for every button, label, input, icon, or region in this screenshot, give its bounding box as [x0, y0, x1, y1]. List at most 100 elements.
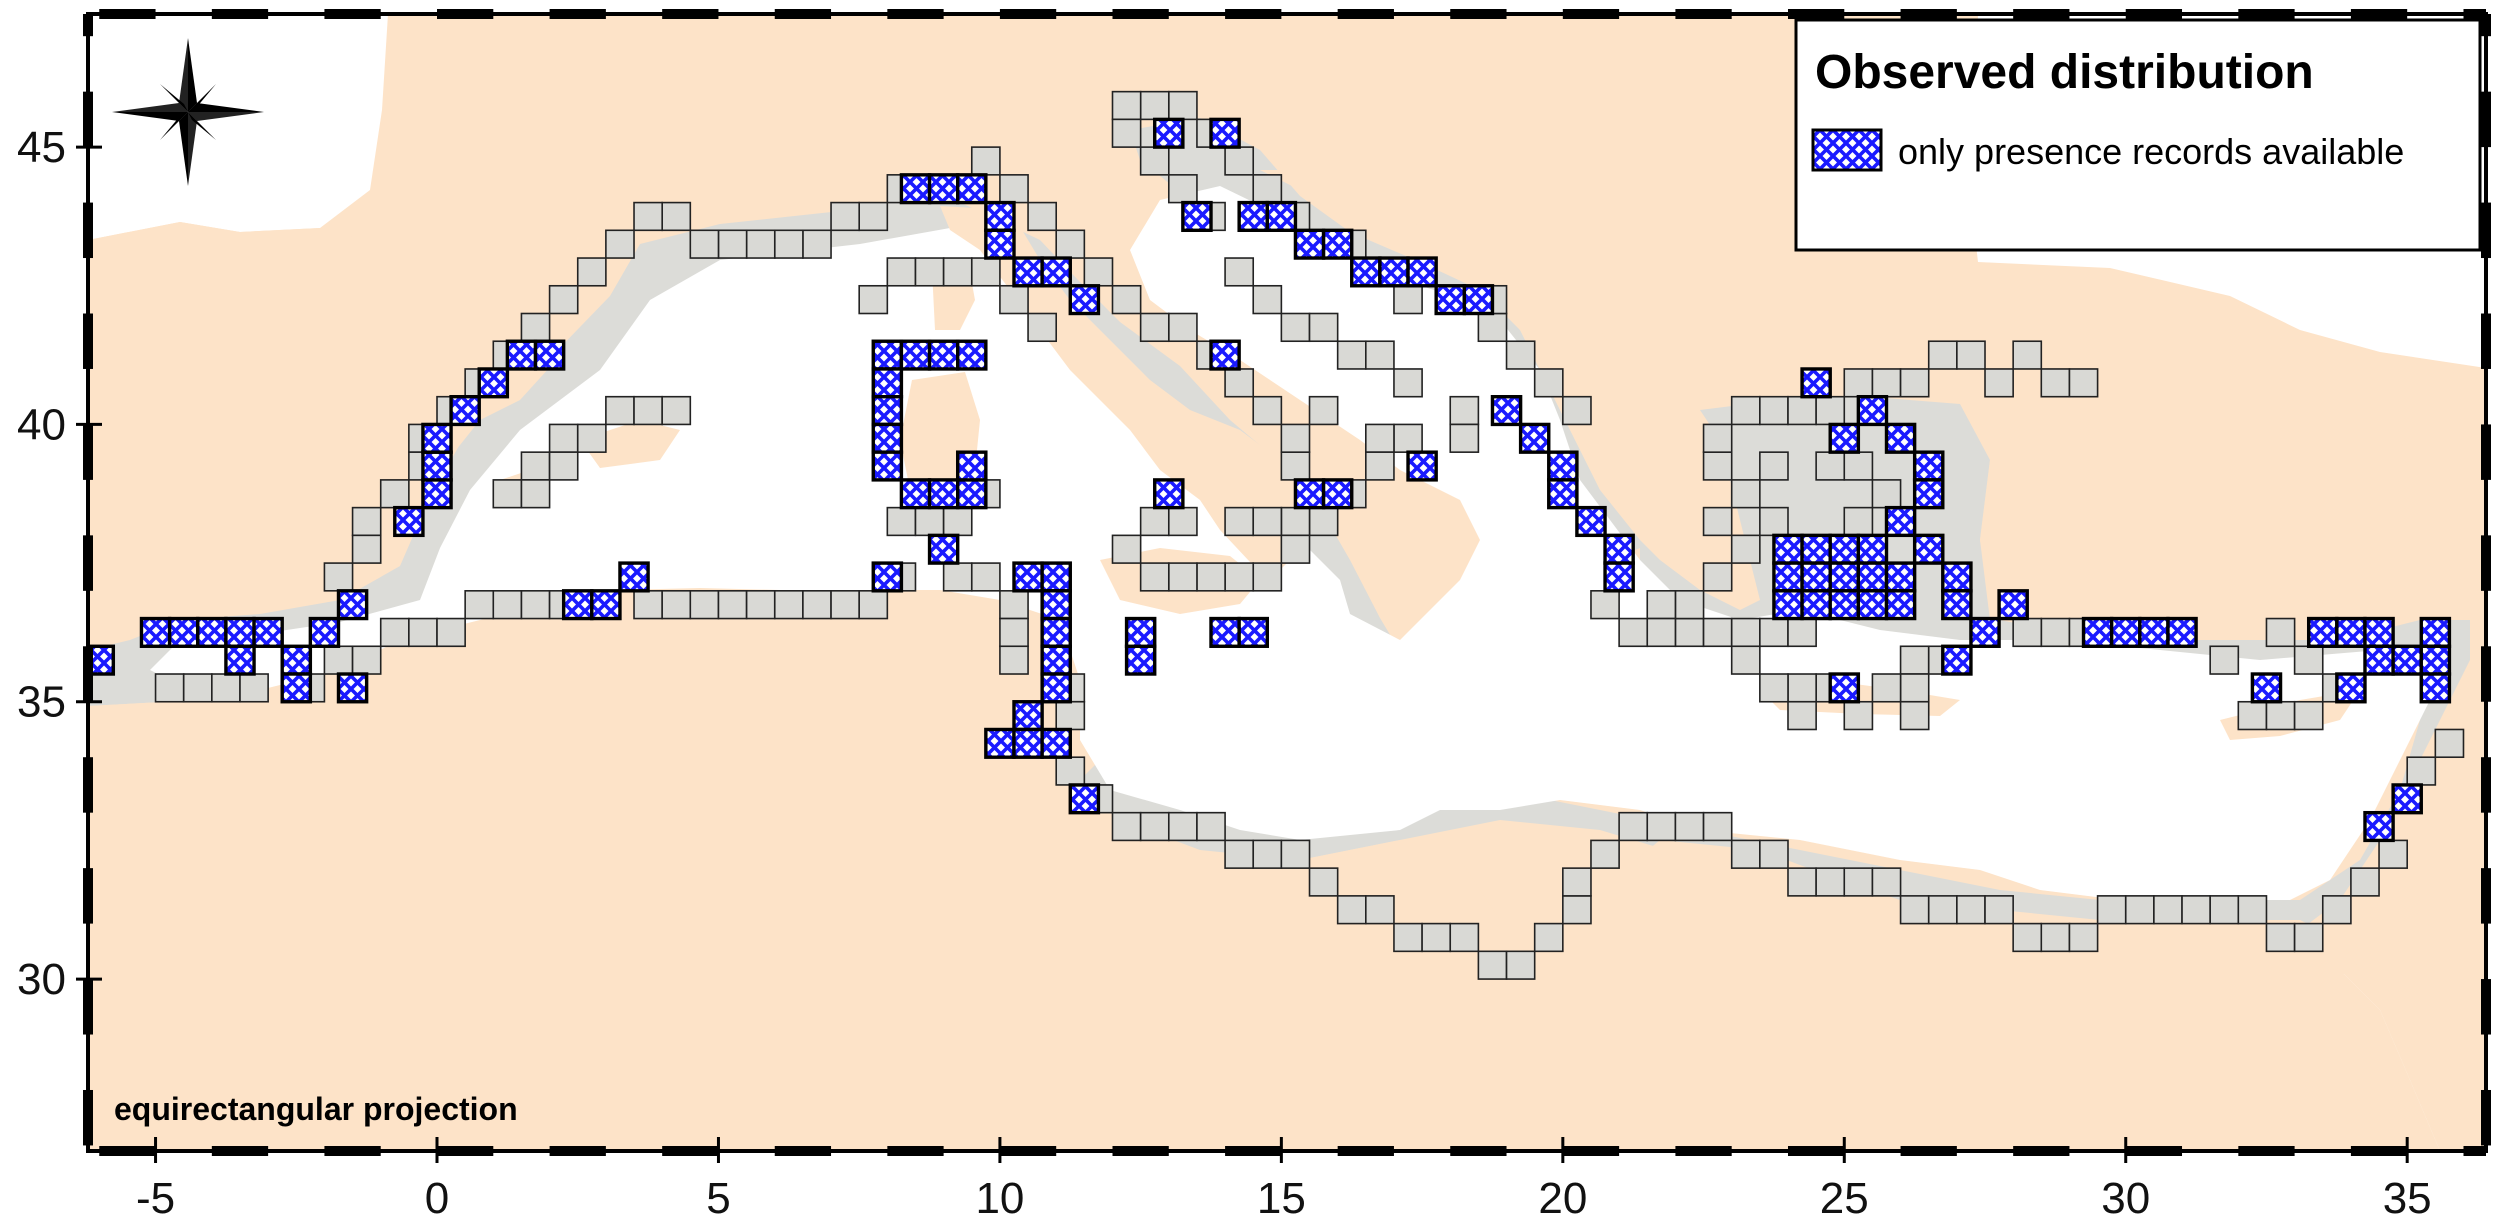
grid-cell: [351, 645, 382, 675]
presence-cell: [196, 616, 228, 648]
grid-cell: [1674, 590, 1705, 620]
grid-cell: [1280, 451, 1311, 481]
grid-cell: [2124, 895, 2155, 925]
presence-cell: [2335, 672, 2367, 704]
grid-cell: [605, 229, 635, 259]
grid-cell: [661, 201, 692, 232]
grid-cell: [1139, 506, 1170, 537]
frame-segment: [2481, 14, 2491, 37]
presence-cell: [2419, 616, 2452, 648]
grid-cell: [717, 229, 748, 259]
grid-cell: [2350, 867, 2380, 897]
grid-cell: [1336, 895, 1367, 925]
grid-cell: [2237, 895, 2268, 925]
grid-cell: [1280, 534, 1311, 564]
grid-cell: [182, 673, 213, 703]
grid-cell: [1730, 395, 1761, 426]
north-africa: [88, 598, 2440, 1151]
presence-cell: [871, 367, 904, 399]
presence-cell: [1603, 561, 1635, 593]
grid-cell: [1730, 534, 1761, 564]
presence-cell: [1856, 533, 1889, 565]
presence-cell: [1434, 284, 1467, 316]
grid-cell: [1224, 257, 1255, 287]
frame-segment: [2125, 9, 2183, 19]
presence-cell: [252, 616, 284, 648]
grid-cell: [492, 590, 523, 620]
frame-segment: [1900, 9, 1957, 19]
grid-cell: [1759, 506, 1789, 537]
legend-title: Observed distribution: [1815, 46, 2314, 99]
presence-cell: [2335, 616, 2367, 648]
grid-cell: [548, 423, 579, 453]
grid-cell: [1702, 617, 1733, 648]
presence-cell: [2166, 616, 2198, 648]
presence-cell: [1800, 561, 1832, 593]
frame-segment: [83, 868, 93, 924]
presence-cell: [1040, 644, 1072, 676]
frame-segment: [1562, 9, 1620, 19]
grid-cell: [1618, 811, 1649, 842]
north-sea-area: [88, 14, 388, 240]
grid-cell: [1027, 312, 1058, 343]
grid-cell: [999, 174, 1029, 204]
presence-cell: [1800, 533, 1832, 565]
y-tick-label: 30: [17, 955, 66, 1004]
x-tick-label: 20: [1538, 1174, 1587, 1223]
grid-cell: [1224, 368, 1255, 398]
presence-cell: [561, 589, 594, 621]
presence-cell: [1575, 505, 1607, 538]
frame-segment: [324, 9, 381, 19]
grid-cell: [1224, 146, 1255, 176]
presence-cell: [1772, 589, 1804, 621]
grid-cell: [773, 590, 804, 620]
presence-cell: [1293, 478, 1326, 510]
grid-cell: [1308, 506, 1339, 537]
presence-cell: [1856, 589, 1889, 621]
frame-segment: [2350, 9, 2408, 19]
grid-cell: [1393, 368, 1423, 398]
presence-cell: [336, 672, 369, 704]
frame-segment: [83, 202, 93, 259]
grid-cell: [2068, 368, 2099, 398]
grid-cell: [1702, 451, 1733, 481]
grid-cell: [1843, 867, 1874, 897]
presence-cell: [899, 339, 932, 371]
grid-cell: [2293, 700, 2324, 731]
grid-cell: [1393, 423, 1423, 453]
presence-cell: [927, 339, 960, 371]
presence-cell: [1124, 616, 1157, 648]
frame-segment: [83, 646, 93, 702]
grid-cell: [1477, 950, 1508, 980]
presence-cell: [2306, 616, 2339, 648]
y-tick-label: 45: [17, 123, 66, 172]
frame-segment: [2481, 1089, 2491, 1146]
presence-cell: [224, 616, 256, 648]
grid-cell: [1365, 451, 1395, 481]
frame-segment: [2350, 1146, 2408, 1156]
presence-cell: [1518, 422, 1551, 454]
presence-cell: [871, 561, 904, 593]
presence-cell: [421, 450, 453, 482]
grid-cell: [1787, 673, 1817, 703]
grid-cell: [2209, 645, 2240, 675]
presence-cell: [1237, 616, 1269, 648]
grid-cell: [1139, 811, 1170, 842]
grid-cell: [1027, 201, 1058, 232]
presence-cell: [955, 339, 988, 371]
presence-cell: [1828, 533, 1861, 565]
grid-cell: [1477, 312, 1508, 343]
grid-cell: [2209, 895, 2240, 925]
grid-cell: [830, 201, 860, 232]
presence-cell: [1012, 256, 1044, 288]
grid-cell: [1759, 617, 1789, 648]
grid-cell: [689, 590, 720, 620]
presence-cell: [2081, 616, 2114, 648]
grid-cell: [1815, 867, 1846, 897]
presence-cell: [1237, 200, 1269, 233]
frame-segment: [774, 9, 832, 19]
presence-cell: [1941, 589, 1973, 621]
grid-cell: [1730, 479, 1761, 509]
y-tick-label: 40: [17, 400, 66, 449]
frame-segment: [99, 9, 156, 19]
